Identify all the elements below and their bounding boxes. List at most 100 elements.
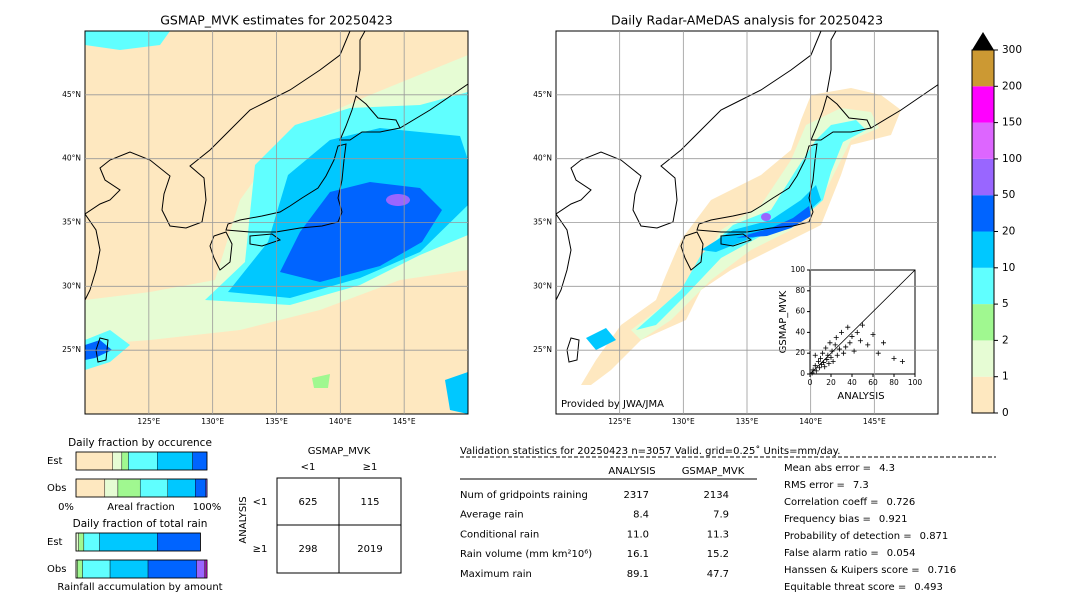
row-value: 11.3 [707,529,729,540]
score-label: Mean abs error = [784,463,871,474]
scatter-point [816,365,822,371]
scatter-point [870,331,876,337]
rain-field [386,194,410,206]
fraction-segment [157,532,201,552]
scatter-point [860,322,865,328]
lat-tick-label: 25°N [62,345,81,354]
scatter-point [815,359,821,365]
contingency-title: GSMAP_MVK [308,446,371,457]
occurrence-min: 0% [58,502,74,513]
scatter-point [826,361,832,367]
colorbar-extend [972,32,994,50]
column-header: GSMAP_MVK [682,466,745,477]
scatter-point [825,352,831,358]
scatter-point [812,363,818,369]
occurrence-xlabel: Areal fraction [107,502,174,513]
colorbar-tick-label: 10 [1002,262,1015,274]
x-tick-label: 100 [908,378,923,387]
rain-field [761,213,771,221]
row-label: Rain volume (mm km²10⁶) [460,549,592,560]
rain-field [445,372,468,414]
y-tick-label: 20 [795,348,805,357]
fraction-segment [192,451,208,471]
scatter-point [836,346,842,352]
score-value: 0.054 [887,548,916,559]
score: Frequency bias = 0.921 [784,514,908,525]
column-header: ANALYSIS [608,466,655,477]
colorbar-band [972,376,994,413]
colorbar-band [972,267,994,305]
x-tick-label: 0 [808,378,813,387]
scatter-point [843,344,849,350]
lon-tick-label: 125°E [137,417,160,426]
fraction-segment [77,559,83,579]
score-label: Probability of detection = [784,531,912,542]
score-label: False alarm ratio = [784,548,879,559]
score: Correlation coeff = 0.726 [784,497,915,508]
row-value: 16.1 [627,549,649,560]
colorbar-tick-label: 5 [1002,298,1009,310]
x-tick-label: 60 [868,378,878,387]
colorbar-tick-label: 200 [1002,80,1022,92]
row-label: Conditional rain [460,529,539,540]
fraction-segment [78,532,85,552]
map-title: Daily Radar-AMeDAS analysis for 20250423 [611,13,883,28]
bar-frame [75,559,208,579]
rain-field [280,182,442,282]
score-label: Correlation coeff = [784,497,879,508]
x-tick-label: 20 [826,378,836,387]
scatter-point [839,329,844,335]
fraction-segment [112,451,123,471]
lat-tick-label: 40°N [533,154,552,163]
colorbar-band [972,304,994,341]
colorbar-tick-label: 2 [1002,334,1009,346]
row-value: 89.1 [627,569,649,580]
bar-frame [75,532,201,552]
fraction-segment [121,451,129,471]
scatter-point [851,348,857,354]
amount-xlabel: Rainfall accumulation by amount [57,582,222,593]
lat-tick-label: 30°N [533,281,552,290]
lat-tick-label: 40°N [62,154,81,163]
validation-header: Validation statistics for 20250423 n=305… [460,445,840,457]
rain-field [312,374,330,388]
row-value: 7.9 [713,510,729,521]
fraction-segment [109,559,149,579]
fraction-segment [139,478,168,498]
scatter-point [847,340,853,346]
bar-frame [75,478,208,498]
colorbar-tick-label: 1 [1002,371,1009,383]
scatter-point [809,370,815,376]
bar-frame [75,451,208,471]
score: RMS error = 7.3 [784,480,869,491]
score-value: 0.726 [887,497,916,508]
fraction-segment [117,478,141,498]
y-tick-label: 60 [795,307,805,316]
colorbar-band [972,50,994,87]
table-cell: 625 [298,497,317,508]
lat-tick-label: 35°N [62,218,81,227]
amount-title: Daily fraction of total rain [73,518,208,530]
lon-tick-label: 130°E [672,417,695,426]
row-label: Est [47,537,63,548]
fraction-segment [82,559,111,579]
colorbar-band [972,122,994,159]
colorbar-band [972,195,994,232]
score-label: RMS error = [784,480,845,491]
scatter-point [833,335,839,341]
fraction-segment [196,559,205,579]
scatter-point [829,348,835,354]
lon-tick-label: 135°E [736,417,759,426]
lon-tick-label: 145°E [863,417,886,426]
score-label: Hanssen & Kuipers score = [784,565,920,576]
row-label: Obs [47,483,66,494]
score-label: Frequency bias = [784,514,871,525]
y-tick-label: 80 [795,286,805,295]
rain-field [736,206,811,238]
rain-field [586,328,616,350]
row-title: ANALYSIS [238,496,249,543]
row-value: 11.0 [627,529,649,540]
lon-tick-label: 145°E [393,417,416,426]
scatter-point [819,362,825,368]
